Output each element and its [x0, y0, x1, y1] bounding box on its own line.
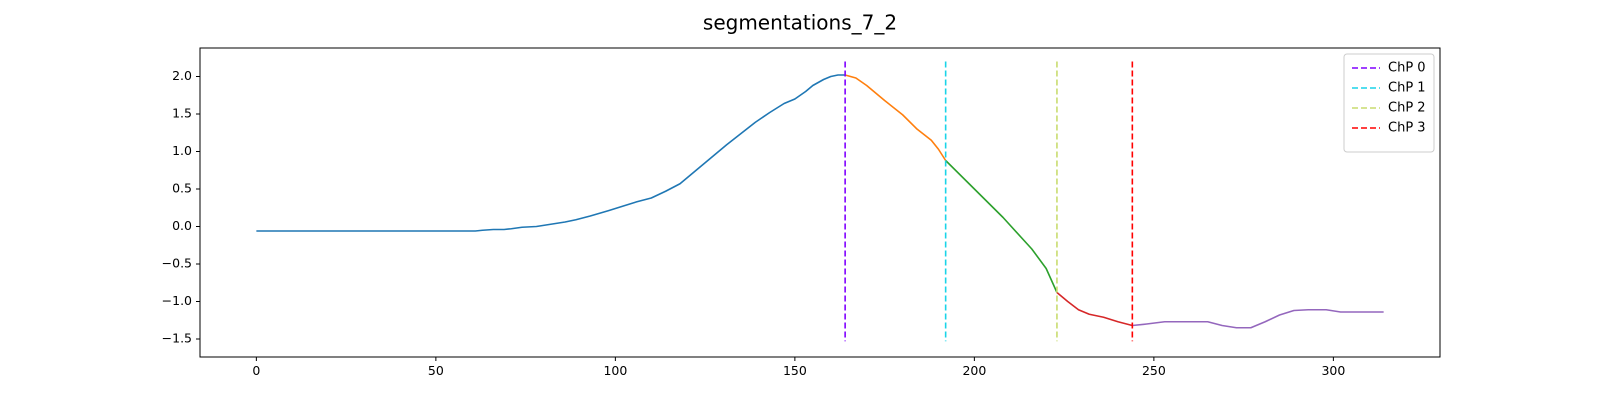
series-line-2: [945, 159, 1058, 293]
series-line-4: [1132, 308, 1384, 329]
legend-label-3: ChP 3: [1388, 121, 1426, 136]
series-line-3: [1056, 291, 1133, 327]
x-tick-label: 100: [603, 363, 627, 378]
x-tick-label: 0: [252, 363, 260, 378]
plot-area: 0 50 100 150 200 250 300 −1.5 −1.0 −0.5 0.0 0.5 1.0 1…: [162, 47, 1441, 378]
y-tick-label: −1.0: [162, 293, 192, 308]
legend: ChP 0 ChP 1 ChP 2 ChP 3: [1343, 53, 1435, 153]
y-tick-label: 2.0: [172, 68, 192, 83]
series-line-0: [256, 74, 846, 232]
x-tick-label: 200: [962, 363, 986, 378]
series-line-1: [844, 74, 947, 161]
legend-label-1: ChP 1: [1388, 81, 1426, 96]
legend-label-2: ChP 2: [1388, 101, 1426, 116]
y-tick-label: −1.5: [162, 331, 192, 346]
x-tick-label: 300: [1321, 363, 1345, 378]
y-tick-label: −0.5: [162, 256, 192, 271]
x-tick-label: 150: [783, 363, 807, 378]
y-tick-label: 0.0: [172, 218, 192, 233]
legend-label-0: ChP 0: [1388, 61, 1426, 76]
axes-frame: [199, 47, 1441, 358]
x-tick-label: 250: [1142, 363, 1166, 378]
y-tick-label: 0.5: [172, 181, 192, 196]
y-tick-label: 1.5: [172, 106, 192, 121]
x-tick-label: 50: [428, 363, 444, 378]
y-tick-label: 1.0: [172, 143, 192, 158]
chart-title: segmentations_7_2: [703, 11, 897, 35]
